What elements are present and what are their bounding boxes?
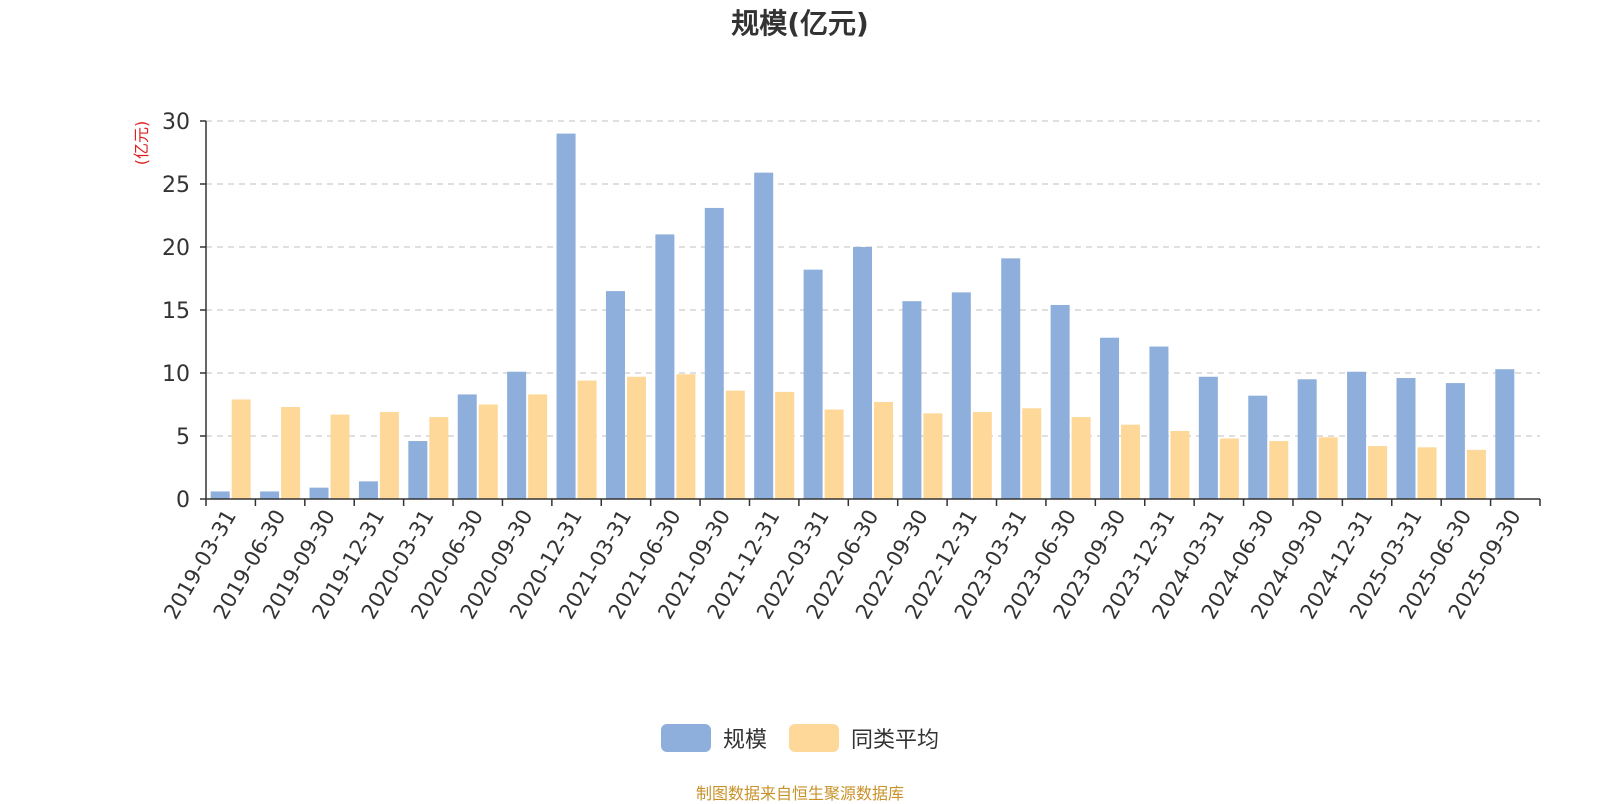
bar-peer-average <box>330 414 350 499</box>
y-tick-label: 10 <box>162 362 190 387</box>
bar-peer-average <box>1318 437 1338 499</box>
bar-scale <box>457 394 477 499</box>
bars <box>210 133 1515 499</box>
y-tick-label: 15 <box>162 299 190 324</box>
bar-scale <box>260 491 280 499</box>
bar-scale <box>1495 369 1515 499</box>
legend-swatch-peer-average <box>789 724 839 752</box>
bar-peer-average <box>577 380 597 499</box>
bar-peer-average <box>1219 438 1239 499</box>
bar-peer-average <box>1269 441 1289 499</box>
bar-scale <box>1050 304 1070 499</box>
bar-scale <box>309 487 329 499</box>
bar-scale <box>704 207 724 499</box>
legend-item-scale[interactable]: 规模 <box>660 722 767 754</box>
bar-scale <box>754 172 774 499</box>
legend-label-scale: 规模 <box>722 728 767 753</box>
bar-peer-average <box>972 412 992 499</box>
bar-scale <box>1248 395 1268 499</box>
grid-lines <box>206 120 1540 437</box>
legend-item-peer-average[interactable]: 同类平均 <box>789 722 939 754</box>
bar-peer-average <box>824 409 844 499</box>
bar-scale <box>556 133 576 499</box>
bar-peer-average <box>478 404 498 499</box>
bar-scale <box>408 441 428 499</box>
bar-peer-average <box>1368 446 1388 499</box>
bar-scale <box>1100 337 1120 499</box>
y-tick-label: 20 <box>162 236 190 261</box>
bar-peer-average <box>775 391 795 499</box>
bar-scale <box>1445 383 1465 499</box>
bar-peer-average <box>1170 430 1190 499</box>
bar-scale <box>1001 258 1021 499</box>
legend-label-peer-average: 同类平均 <box>851 728 940 753</box>
bar-scale <box>951 292 971 499</box>
bar-scale <box>1198 376 1218 499</box>
bar-peer-average <box>1121 424 1141 499</box>
bar-peer-average <box>429 417 449 499</box>
bar-peer-average <box>379 412 399 499</box>
y-tick-label: 5 <box>176 425 190 450</box>
bar-scale <box>655 234 675 499</box>
bar-peer-average <box>281 407 301 499</box>
bar-scale <box>358 481 378 499</box>
bar-peer-average <box>1466 449 1486 499</box>
bar-peer-average <box>923 413 943 499</box>
bar-scale <box>1347 371 1367 499</box>
bar-scale <box>1297 379 1317 499</box>
y-axis-label: (亿元) <box>132 121 151 166</box>
legend-swatch-scale <box>660 724 711 752</box>
bar-scale <box>902 301 922 499</box>
bar-peer-average <box>231 399 251 499</box>
source-note: 制图数据来自恒生聚源数据库 <box>695 784 904 803</box>
y-tick-label: 0 <box>176 488 190 513</box>
y-tick-label: 25 <box>162 173 190 198</box>
bar-scale <box>1149 346 1169 499</box>
chart-title: 规模(亿元) <box>731 7 869 40</box>
bar-peer-average <box>725 390 745 499</box>
legend: 规模 同类平均 <box>0 722 1600 754</box>
bar-scale <box>803 269 823 499</box>
bar-scale <box>507 371 527 499</box>
bar-scale <box>1396 378 1416 499</box>
bar-peer-average <box>1417 447 1437 499</box>
axes: 0510152025302019-03-312019-06-302019-09-… <box>159 110 1541 623</box>
bar-peer-average <box>528 394 548 499</box>
bar-peer-average <box>874 401 893 499</box>
bar-scale <box>605 291 625 499</box>
bar-peer-average <box>626 376 646 499</box>
bar-peer-average <box>1071 417 1091 499</box>
y-tick-label: 30 <box>162 110 190 135</box>
bar-peer-average <box>1022 408 1042 499</box>
bar-peer-average <box>676 374 696 499</box>
bar-scale <box>210 491 230 499</box>
bar-scale <box>853 247 872 499</box>
